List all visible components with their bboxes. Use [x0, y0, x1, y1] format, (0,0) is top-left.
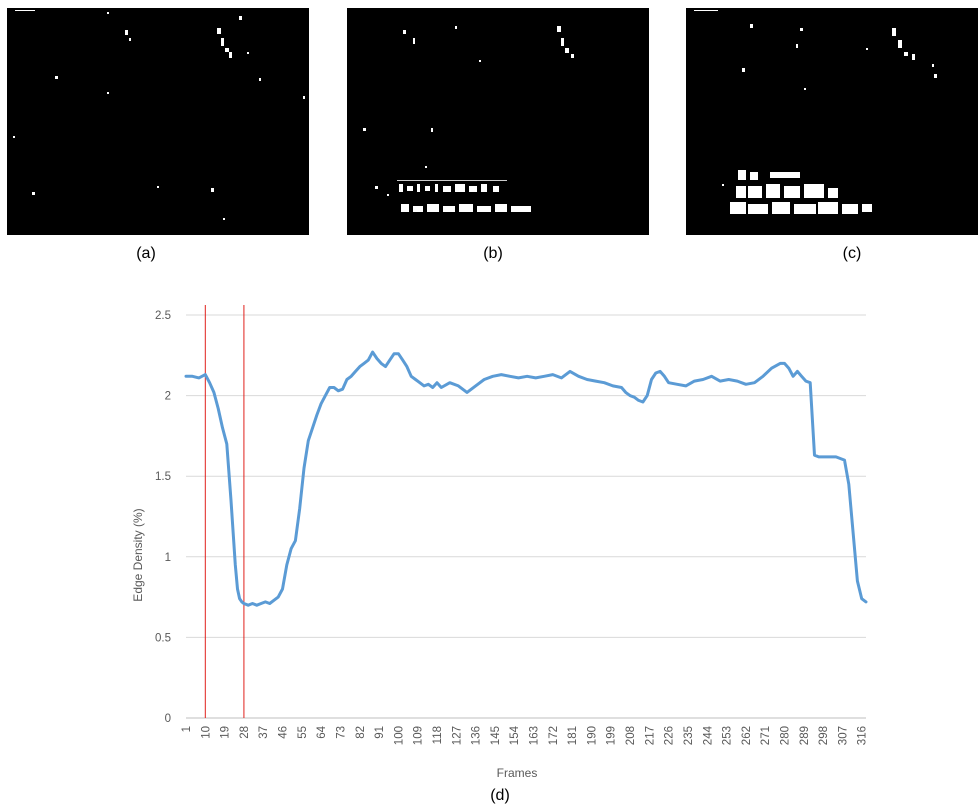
edge-map-b-svg	[363, 26, 574, 212]
x-tick-label: 145	[490, 726, 502, 745]
x-tick-label: 244	[702, 725, 714, 745]
edge-map-c	[686, 8, 978, 235]
x-tick-label: 235	[683, 726, 695, 745]
x-tick-label: 226	[664, 726, 676, 745]
caption-c: (c)	[842, 245, 862, 262]
x-tick-label: 118	[432, 726, 444, 744]
x-tick-label: 289	[799, 726, 811, 745]
x-tick-label: 136	[471, 726, 483, 745]
x-tick-label: 172	[548, 726, 560, 745]
y-tick-label: 1.5	[155, 471, 171, 483]
x-tick-label: 37	[258, 726, 270, 739]
x-tick-label: 298	[818, 726, 830, 745]
x-tick-label: 1	[181, 726, 193, 732]
edge-map-a-svg	[13, 10, 305, 220]
x-tick-label: 109	[413, 726, 425, 745]
vertical-markers	[204, 305, 245, 718]
x-tick-label: 199	[606, 726, 618, 745]
x-tick-label: 262	[741, 726, 753, 745]
x-tick-label: 28	[239, 726, 251, 739]
caption-b: (b)	[483, 245, 503, 262]
x-tick-label: 19	[220, 726, 232, 739]
x-tick-label: 280	[779, 726, 791, 745]
y-tick-label: 0.5	[155, 632, 171, 644]
x-tick-labels: 1 10 19 28 37 46 55 64 73 82 91 100 109 118 127 136 145 1…	[181, 725, 869, 745]
x-tick-label: 253	[722, 726, 734, 745]
x-tick-label: 190	[586, 726, 598, 745]
y-axis-label: Edge Density (%)	[131, 508, 145, 601]
x-tick-label: 55	[297, 726, 309, 739]
caption-d: (d)	[490, 787, 510, 804]
x-tick-label: 217	[644, 726, 656, 745]
x-tick-label: 100	[393, 726, 405, 745]
x-tick-label: 163	[529, 726, 541, 745]
x-tick-label: 46	[278, 726, 290, 739]
caption-a: (a)	[136, 245, 156, 262]
x-tick-label: 82	[355, 726, 367, 739]
x-tick-label: 64	[316, 725, 328, 738]
edge-map-a	[7, 8, 309, 235]
x-axis-label: Frames	[497, 766, 538, 780]
x-tick-label: 181	[567, 726, 579, 745]
x-tick-label: 154	[509, 725, 521, 745]
grid-lines	[186, 314, 866, 719]
y-tick-label: 2	[165, 391, 171, 403]
x-tick-label: 307	[837, 726, 849, 745]
x-tick-label: 316	[857, 726, 869, 745]
series-line	[184, 350, 868, 607]
y-tick-labels: 0 0.5 1 1.5 2 2.5	[155, 310, 171, 725]
x-tick-label: 208	[625, 726, 637, 745]
edge-density-chart: 0 0.5 1 1.5 2 2.5 1 10 19 28 37 46 55 64 73 82 91 100 109…	[131, 305, 869, 780]
x-tick-label: 127	[451, 726, 463, 745]
x-tick-label: 10	[200, 726, 212, 739]
x-tick-label: 91	[374, 726, 386, 739]
x-tick-label: 73	[335, 726, 347, 739]
y-tick-label: 2.5	[155, 310, 171, 322]
edge-map-c-svg	[694, 10, 937, 214]
y-tick-label: 1	[165, 552, 171, 564]
x-tick-label: 271	[760, 726, 772, 745]
y-tick-label: 0	[165, 713, 171, 725]
edge-map-b	[347, 8, 649, 235]
